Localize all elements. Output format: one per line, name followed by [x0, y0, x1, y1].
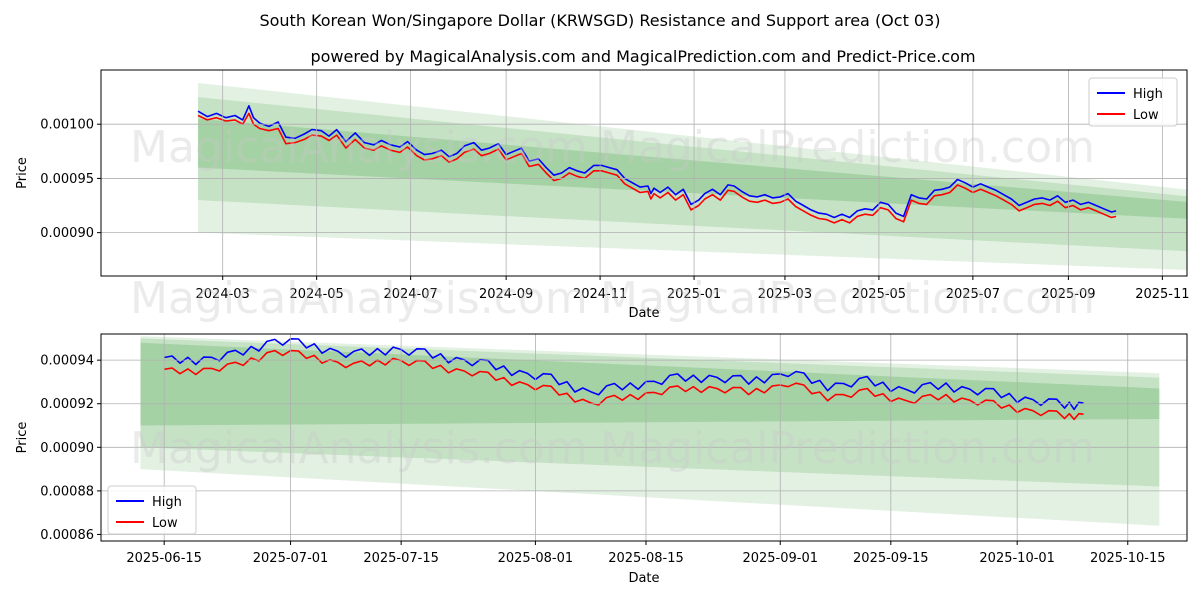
band-2	[198, 118, 1187, 219]
band-0	[198, 83, 1187, 270]
x-tick-label: 2024-07	[383, 287, 437, 302]
series-high-line	[197, 105, 1117, 219]
watermark-left: MagicalAnalysis.com	[130, 122, 588, 173]
x-tick-label: 2025-07-15	[363, 551, 439, 566]
y-tick-label: 0.00086	[40, 528, 94, 543]
band-0	[140, 336, 1160, 526]
legend-label-low: Low	[1133, 108, 1159, 123]
top-panel: 2024-03 2024-05 2024-07 2024-09 2024-11 2025-…	[15, 69, 1190, 324]
chart-title: South Korean Won/Singapore Dollar (KRWSG…	[259, 11, 940, 30]
legend-label-low: Low	[152, 516, 178, 531]
y-axis-label: Price	[15, 422, 30, 454]
band-2	[140, 342, 1160, 426]
x-tick-label: 2025-06-15	[126, 551, 202, 566]
watermark-left: MagicalAnalysis.com	[130, 423, 588, 474]
y-tick-label: 0.00095	[40, 172, 94, 187]
band-1	[198, 97, 1187, 252]
x-tick-label: 2025-11	[1135, 287, 1189, 302]
watermark-right: MagicalPrediction.com	[600, 122, 1095, 173]
y-tick-label: 0.00100	[40, 118, 94, 133]
series-low-line	[164, 349, 1084, 421]
plot-frame	[100, 333, 1188, 542]
y-tick-label: 0.00092	[40, 397, 94, 412]
band-1	[140, 338, 1160, 487]
legend: High Low	[1088, 77, 1178, 127]
series-low-line	[197, 112, 1117, 224]
x-tick-label: 2024-03	[196, 287, 250, 302]
watermark-right: MagicalPrediction.com	[600, 273, 1095, 324]
watermark-left: MagicalAnalysis.com	[130, 273, 588, 324]
x-tick-label: 2025-09	[1041, 287, 1095, 302]
x-tick-label: 2025-07	[946, 287, 1000, 302]
x-axis-label: Date	[628, 571, 659, 586]
x-tick-label: 2025-07-01	[253, 551, 329, 566]
chart-subtitle: powered by MagicalAnalysis.com and Magic…	[310, 47, 975, 66]
x-tick-label: 2025-03	[758, 287, 812, 302]
x-tick-label: 2025-05	[852, 287, 906, 302]
bottom-panel: 2025-06-15 2025-07-01 2025-07-15 2025-08-01…	[15, 333, 1188, 586]
x-tick-label: 2025-09-01	[742, 551, 818, 566]
legend-label-high: High	[152, 495, 182, 510]
y-axis-label: Price	[15, 157, 30, 189]
y-tick-label: 0.00088	[40, 484, 94, 499]
x-tick-label: 2025-10-15	[1090, 551, 1166, 566]
legend: High Low	[107, 485, 197, 535]
x-tick-label: 2025-08-01	[498, 551, 574, 566]
plot-frame	[100, 69, 1188, 277]
x-tick-label: 2025-09-15	[853, 551, 929, 566]
x-tick-label: 2025-10-01	[979, 551, 1055, 566]
y-tick-label: 0.00090	[40, 226, 94, 241]
y-tick-label: 0.00090	[40, 441, 94, 456]
x-tick-label: 2024-11	[573, 287, 627, 302]
x-tick-label: 2024-05	[289, 287, 343, 302]
x-tick-label: 2024-09	[479, 287, 533, 302]
x-axis-label: Date	[628, 306, 659, 321]
legend-label-high: High	[1133, 87, 1163, 102]
watermark-right: MagicalPrediction.com	[600, 423, 1095, 474]
x-tick-label: 2025-01	[667, 287, 721, 302]
x-tick-label: 2025-08-15	[608, 551, 684, 566]
series-high-line	[164, 338, 1084, 411]
y-tick-label: 0.00094	[40, 354, 94, 369]
